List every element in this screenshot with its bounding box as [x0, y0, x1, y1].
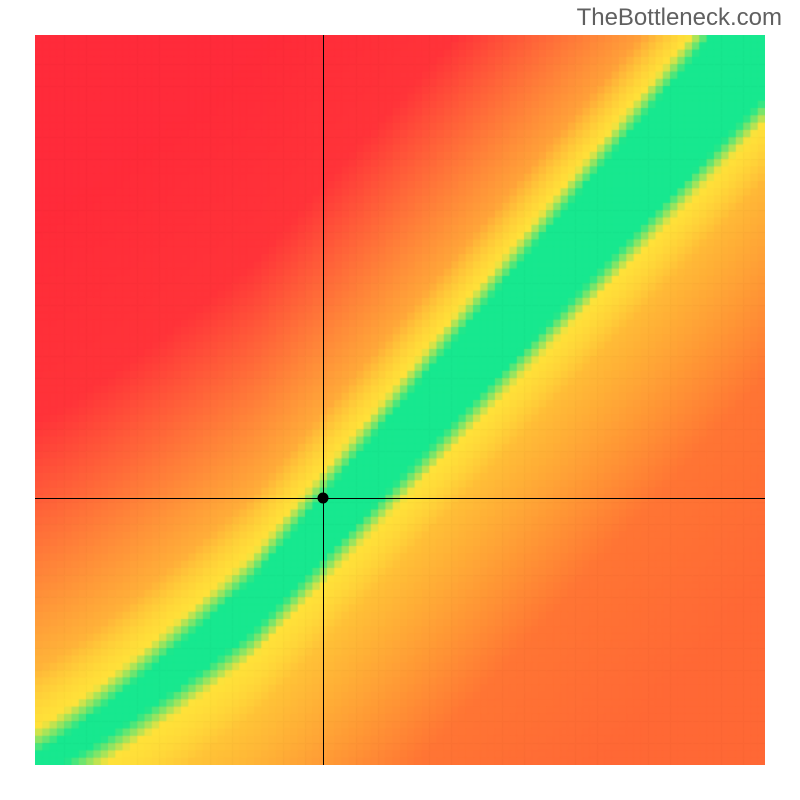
crosshair-horizontal: [35, 498, 765, 499]
watermark-text: TheBottleneck.com: [577, 4, 782, 32]
heatmap-plot: [35, 35, 765, 765]
crosshair-vertical: [323, 35, 324, 765]
data-point-marker: [317, 492, 328, 503]
heatmap-canvas: [35, 35, 765, 765]
